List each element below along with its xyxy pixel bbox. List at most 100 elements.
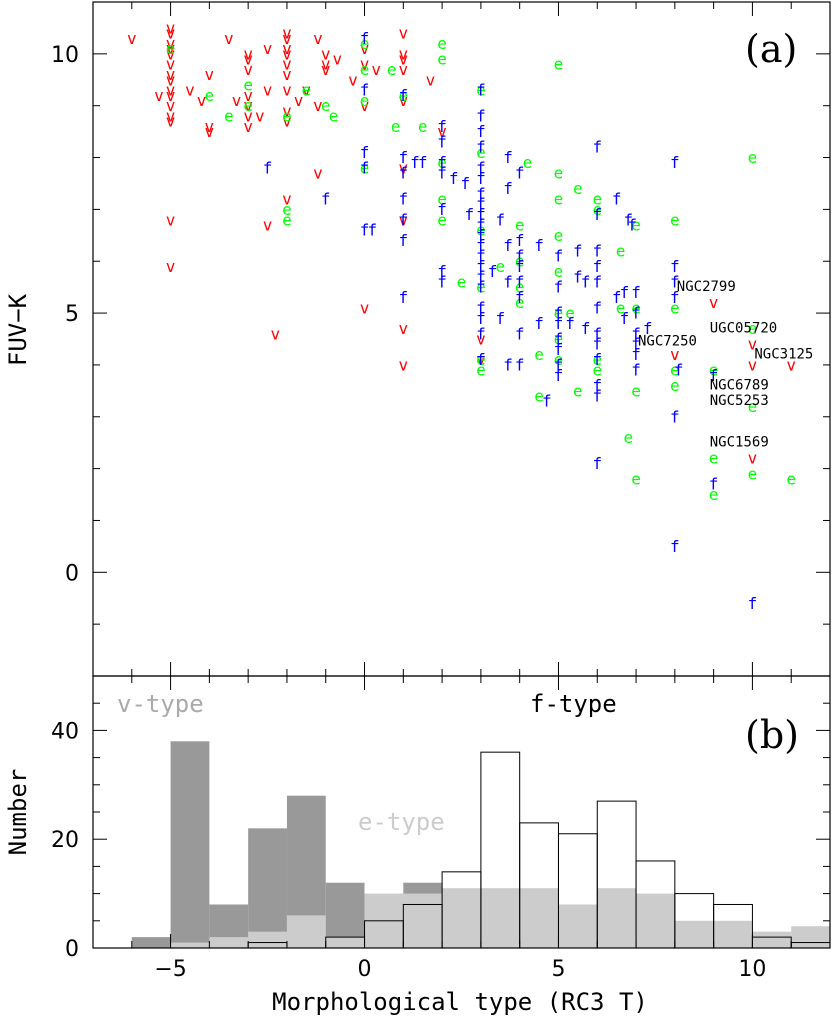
data-point: e: [631, 469, 641, 488]
data-point: f: [515, 257, 525, 276]
data-point: e: [670, 376, 680, 395]
data-point: f: [503, 148, 513, 167]
panel-a-tick-labels: 0 5 10: [51, 43, 79, 586]
histogram-bar: [403, 893, 443, 948]
data-point: e: [554, 304, 564, 323]
data-point: f: [360, 143, 370, 162]
data-point: e: [616, 241, 626, 260]
panel-b-tick-labels: 0 20 40 −5 0 5 10: [51, 719, 766, 982]
data-point: f: [476, 195, 486, 214]
data-point: e: [360, 60, 370, 79]
data-point: v: [166, 112, 176, 131]
data-point: v: [709, 293, 719, 312]
data-point: v: [243, 60, 253, 79]
data-point: e: [360, 34, 370, 53]
data-point: e: [709, 361, 719, 380]
data-point: f: [449, 169, 459, 188]
data-point: f: [631, 324, 641, 343]
galaxy-annotation: NGC1569: [710, 435, 769, 451]
data-point: v: [476, 330, 486, 349]
data-point: f: [360, 158, 370, 177]
data-point: e: [523, 153, 533, 172]
data-point: f: [495, 210, 505, 229]
data-point: e: [437, 153, 447, 172]
data-point: e: [554, 330, 564, 349]
data-point: v: [166, 81, 176, 100]
data-point: f: [476, 122, 486, 141]
data-point: v: [197, 91, 207, 110]
data-point: v: [371, 60, 381, 79]
data-point: e: [205, 86, 215, 105]
data-point: f: [620, 309, 630, 328]
data-point: f: [461, 174, 471, 193]
data-point: f: [592, 241, 602, 260]
data-point: e: [437, 34, 447, 53]
data-point: v: [185, 81, 195, 100]
data-point: f: [554, 366, 564, 385]
histogram-bar: [597, 888, 637, 948]
data-point: f: [476, 138, 486, 157]
data-point: f: [709, 366, 719, 385]
data-point: e: [554, 190, 564, 209]
histogram-bar: [248, 931, 287, 948]
data-point: v: [348, 70, 358, 89]
data-point: f: [437, 117, 447, 136]
data-point: v: [205, 122, 215, 141]
data-point: f: [670, 407, 680, 426]
data-point: f: [503, 355, 513, 374]
data-point: f: [437, 132, 447, 151]
data-point: f: [554, 355, 564, 374]
data-point: f: [643, 319, 653, 338]
data-point: f: [534, 236, 544, 255]
data-point: v: [321, 55, 331, 74]
data-point: v: [398, 355, 408, 374]
data-point: v: [166, 55, 176, 74]
data-point: e: [476, 278, 486, 297]
data-point: f: [670, 288, 680, 307]
data-point: f: [631, 283, 641, 302]
data-point: f: [476, 107, 486, 126]
data-point: f: [592, 298, 602, 317]
data-point: v: [166, 39, 176, 58]
data-point: f: [398, 210, 408, 229]
data-point: v: [398, 50, 408, 69]
data-point: v: [360, 96, 370, 115]
data-point: f: [623, 210, 633, 229]
data-point: e: [786, 469, 796, 488]
data-point: v: [263, 39, 273, 58]
data-point: f: [612, 190, 622, 209]
data-point: e: [476, 221, 486, 240]
data-point: v: [282, 29, 292, 48]
data-point: f: [398, 164, 408, 183]
galaxy-annotation: NGC5253: [710, 393, 769, 409]
data-point: v: [313, 164, 323, 183]
histogram-bar: [674, 920, 714, 948]
data-point: v: [166, 257, 176, 276]
data-point: f: [631, 361, 641, 380]
y-tick-label: 0: [65, 561, 79, 586]
data-point: e: [418, 117, 428, 136]
data-point: f: [437, 200, 447, 219]
data-point: f: [476, 278, 486, 297]
data-point: e: [515, 293, 525, 312]
data-point: f: [631, 345, 641, 364]
data-point: v: [748, 449, 758, 468]
data-point: e: [321, 96, 331, 115]
data-point: e: [709, 485, 719, 504]
data-point: e: [670, 298, 680, 317]
x-axis-label: Morphological type (RC3 T): [272, 988, 648, 1016]
data-point: f: [263, 158, 273, 177]
data-point: f: [612, 288, 622, 307]
data-point: f: [515, 272, 525, 291]
data-point: f: [592, 272, 602, 291]
panel-b-ticks: [92, 675, 831, 949]
data-point: e: [282, 200, 292, 219]
f-type-label: f-type: [530, 690, 617, 718]
data-point: f: [495, 309, 505, 328]
data-point: f: [534, 314, 544, 333]
data-point: e: [554, 55, 564, 74]
data-point: f: [554, 314, 564, 333]
data-point: f: [592, 454, 602, 473]
